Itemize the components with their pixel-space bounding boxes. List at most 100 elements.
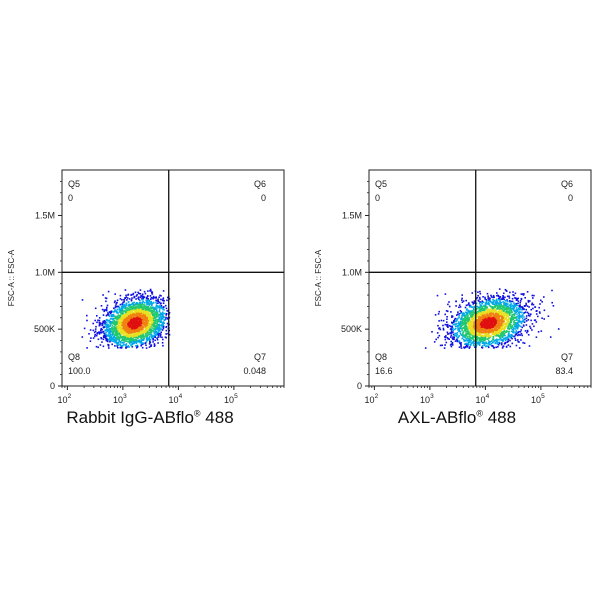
event-dot bbox=[142, 335, 145, 337]
event-dot bbox=[114, 345, 116, 347]
event-dot bbox=[112, 322, 114, 324]
event-dot bbox=[510, 327, 512, 330]
event-dot bbox=[125, 333, 128, 335]
event-dot bbox=[501, 342, 503, 344]
event-dot bbox=[108, 319, 111, 322]
event-dot bbox=[140, 315, 142, 318]
event-dot bbox=[478, 344, 481, 346]
event-dot bbox=[117, 319, 120, 321]
event-dot bbox=[462, 324, 464, 326]
event-dot bbox=[459, 322, 462, 324]
event-dot bbox=[517, 302, 519, 305]
event-dot bbox=[138, 316, 140, 318]
event-dot bbox=[483, 312, 485, 315]
event-dot bbox=[145, 306, 147, 309]
event-dot bbox=[140, 335, 143, 337]
event-dot bbox=[511, 315, 513, 318]
event-dot bbox=[503, 308, 505, 311]
event-dot bbox=[104, 309, 107, 311]
event-dot bbox=[489, 312, 492, 315]
event-dot bbox=[150, 328, 152, 331]
event-dot bbox=[524, 318, 526, 321]
event-dot bbox=[479, 334, 482, 336]
event-dot bbox=[152, 319, 155, 322]
event-dot bbox=[437, 313, 440, 315]
event-dot bbox=[479, 338, 481, 340]
event-dot bbox=[510, 307, 513, 310]
event-dot bbox=[94, 330, 97, 332]
event-dot bbox=[502, 305, 504, 307]
event-dot bbox=[466, 331, 469, 334]
event-dot bbox=[145, 344, 147, 347]
event-dot bbox=[445, 335, 447, 337]
event-dot bbox=[513, 303, 516, 306]
event-dot bbox=[162, 321, 165, 323]
event-dot bbox=[110, 331, 112, 333]
event-dot bbox=[504, 308, 506, 310]
event-dot bbox=[135, 315, 138, 318]
event-dot bbox=[533, 294, 535, 297]
event-dot bbox=[499, 296, 502, 298]
event-dot bbox=[166, 310, 168, 312]
event-dot bbox=[145, 331, 147, 333]
event-dot bbox=[121, 311, 124, 314]
event-dot bbox=[148, 333, 150, 336]
event-dot bbox=[148, 320, 150, 322]
event-dot bbox=[123, 328, 125, 331]
event-dot bbox=[499, 304, 502, 306]
event-dot bbox=[520, 293, 523, 295]
event-dot bbox=[119, 315, 122, 318]
event-dot bbox=[135, 327, 137, 329]
event-dot bbox=[494, 319, 497, 321]
event-dot bbox=[484, 313, 486, 316]
event-dot bbox=[86, 347, 88, 349]
event-dot bbox=[116, 318, 119, 321]
event-dot bbox=[485, 331, 487, 334]
event-dot bbox=[506, 309, 508, 311]
event-dot bbox=[97, 332, 99, 334]
event-dot bbox=[125, 308, 127, 310]
event-dot bbox=[501, 312, 503, 315]
event-dot bbox=[162, 338, 164, 341]
event-dot bbox=[147, 316, 149, 319]
event-dot bbox=[146, 334, 149, 336]
event-dot bbox=[121, 309, 123, 311]
event-dot bbox=[446, 324, 448, 326]
event-dot bbox=[551, 301, 553, 304]
event-dot bbox=[458, 321, 460, 323]
event-dot bbox=[523, 342, 526, 344]
event-dot bbox=[168, 298, 171, 300]
event-dot bbox=[151, 311, 153, 313]
event-dot bbox=[509, 324, 511, 326]
event-dot bbox=[155, 305, 157, 308]
event-dot bbox=[458, 327, 460, 330]
event-dot bbox=[105, 297, 108, 300]
event-dot bbox=[143, 337, 145, 339]
quadrant-percent: 100.0 bbox=[68, 366, 91, 376]
event-dot bbox=[154, 331, 157, 334]
event-dot bbox=[121, 331, 123, 334]
event-dot bbox=[153, 343, 156, 345]
event-dot bbox=[135, 323, 137, 325]
event-dot bbox=[131, 338, 134, 340]
event-dot bbox=[517, 323, 520, 326]
event-dot bbox=[498, 342, 501, 345]
event-dot bbox=[125, 331, 127, 333]
event-dot bbox=[514, 339, 517, 341]
event-dot bbox=[121, 337, 123, 339]
event-dot bbox=[452, 336, 454, 338]
event-dot bbox=[479, 330, 481, 332]
event-dot bbox=[158, 328, 160, 330]
event-dot bbox=[451, 322, 454, 324]
event-dot bbox=[500, 323, 502, 325]
event-dot bbox=[502, 333, 504, 336]
event-dot bbox=[117, 344, 119, 346]
event-dot bbox=[465, 344, 468, 346]
event-dot bbox=[478, 329, 480, 332]
event-dot bbox=[116, 305, 118, 308]
event-dot bbox=[129, 331, 131, 333]
event-dot bbox=[476, 315, 479, 318]
event-dot bbox=[502, 312, 505, 315]
event-dot bbox=[129, 320, 131, 323]
event-dot bbox=[147, 314, 149, 316]
